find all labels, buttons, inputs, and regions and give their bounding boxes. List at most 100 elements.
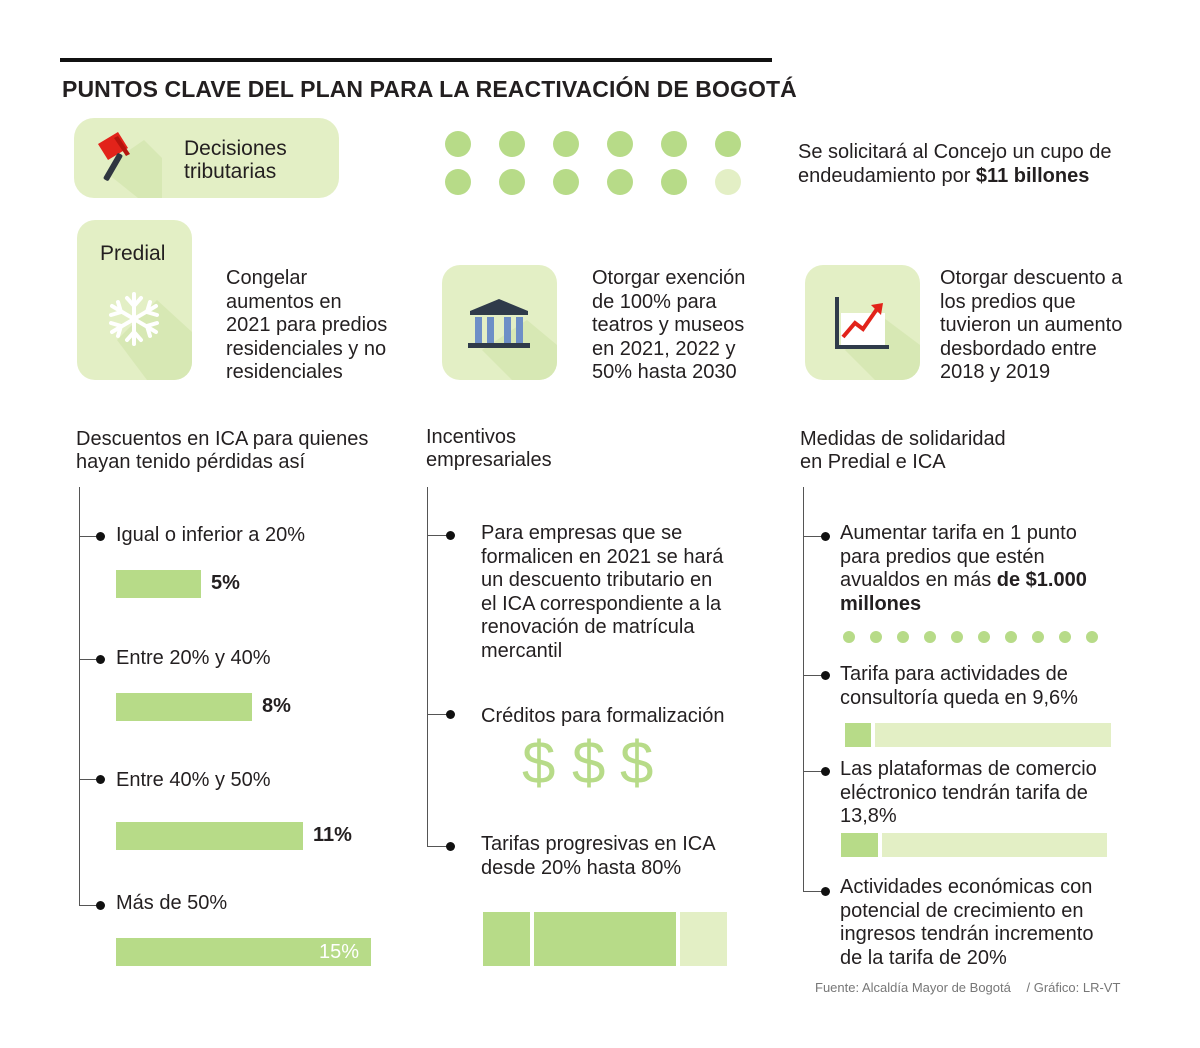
billion-dot [499,169,525,195]
predial-desc-3: Otorgar descuento a los predios que tuvi… [940,267,1123,383]
separator-dot [897,631,909,643]
separator-dot [951,631,963,643]
billion-dot [661,131,687,157]
ica-item-label: Igual o inferior a 20% [116,524,306,546]
ica-item-label: Más de 50% [116,892,228,914]
tariff-segment-20 [483,912,530,966]
tariff-segment-rest [680,912,727,966]
ica-heading: Descuentos en ICA para quienes hayan ten… [76,428,369,473]
incentivos-branch [427,535,451,536]
credit-text: / Gráfico: LR-VT [1026,980,1121,995]
incentivos-branch [427,846,451,847]
top-rule [60,58,772,62]
rate-rest [882,833,1107,857]
solidaridad-heading: Medidas de solidaridad en Predial e ICA [800,428,1006,473]
separator-dot [924,631,936,643]
bullet [96,655,105,664]
bullet [96,532,105,541]
dollar-icon: $ [522,729,556,796]
ica-item-label: Entre 40% y 50% [116,769,271,791]
billion-dot-empty [715,169,741,195]
museum-box [442,265,557,380]
separator-dot [978,631,990,643]
rate-rest [875,723,1111,747]
billion-dot [445,131,471,157]
dollar-icon: $ [572,729,606,796]
predial-label: Predial [100,242,166,265]
page-title: PUNTOS CLAVE DEL PLAN PARA LA REACTIVACI… [62,76,797,102]
incentivos-item-1: Para empresas que se formalicen en 2021 … [481,522,724,662]
incentivos-branch [427,714,451,715]
ica-bar [116,822,303,850]
bullet [821,532,830,541]
solidaridad-item-1: Aumentar tarifa en 1 punto para predios … [840,522,1087,615]
ica-bar-value: 5% [211,572,240,594]
billion-dot [607,131,633,157]
predial-desc-1: Congelar aumentos en 2021 para predios r… [226,267,388,383]
decisiones-label: Decisiones tributarias [184,137,287,183]
source-text: Fuente: Alcaldía Mayor de Bogotá [815,980,1011,995]
bullet [821,767,830,776]
solidaridad-item-4: Actividades económicas con potencial de … [840,876,1094,969]
endeudamiento-text: Se solicitará al Concejo un cupo de ende… [798,141,1112,187]
ica-timeline [79,487,80,905]
incentivos-item-3: Tarifas progresivas en ICA desde 20% has… [481,833,716,879]
billion-dot [553,131,579,157]
ecommerce-rate-bar [841,833,1107,857]
solidaridad-branch [803,771,825,772]
billion-dot [445,169,471,195]
bullet [446,842,455,851]
bullet [446,710,455,719]
solidaridad-item-3: Las plataformas de comercio eléctronico … [840,758,1097,827]
billion-dot [553,169,579,195]
rate-fill [845,723,871,747]
separator-dot [843,631,855,643]
solidaridad-timeline [803,487,804,892]
trend-box [805,265,920,380]
ica-bar [116,938,371,966]
ica-bar-value: 11% [313,824,352,846]
billion-dot [499,131,525,157]
billion-dot [661,169,687,195]
predial-desc-2: Otorgar exención de 100% para teatros y … [592,267,746,383]
separator-dot [1086,631,1098,643]
bullet [96,775,105,784]
tariff-segment-80 [534,912,676,966]
incentivos-heading: Incentivos empresariales [426,426,552,471]
separator-dot [1032,631,1044,643]
billion-dot [607,169,633,195]
separator-dot [1059,631,1071,643]
solidaridad-branch [803,536,825,537]
ica-bar-value: 8% [262,695,291,717]
ica-bar [116,570,201,598]
solidaridad-branch [803,675,825,676]
bullet [821,887,830,896]
source-line: Fuente: Alcaldía Mayor de Bogotá / Gráfi… [815,980,1120,995]
ica-bar-value: 15% [319,941,360,963]
progressive-tariff-bar [483,912,727,966]
rate-fill [841,833,878,857]
bullet [96,901,105,910]
ica-branch [79,905,99,906]
predial-box [77,220,192,380]
solidaridad-branch [803,891,825,892]
solidaridad-item-2: Tarifa para actividades de consultoría q… [840,663,1078,709]
billion-dot [715,131,741,157]
ica-branch [79,659,99,660]
ica-branch [79,536,99,537]
ica-branch [79,779,99,780]
gavel-icon [98,132,162,198]
incentivos-item-2: Créditos para formalización [481,705,725,727]
museum-icon [468,299,557,380]
ica-bar [116,693,252,721]
decisiones-pill [74,118,339,198]
snowflake-icon [109,292,192,380]
bullet [446,531,455,540]
bullet [821,671,830,680]
trend-chart-icon [835,297,920,380]
separator-dot [1005,631,1017,643]
ica-item-label: Entre 20% y 40% [116,647,271,669]
incentivos-timeline [427,487,428,847]
separator-dot [870,631,882,643]
consultoria-rate-bar [845,723,1111,747]
